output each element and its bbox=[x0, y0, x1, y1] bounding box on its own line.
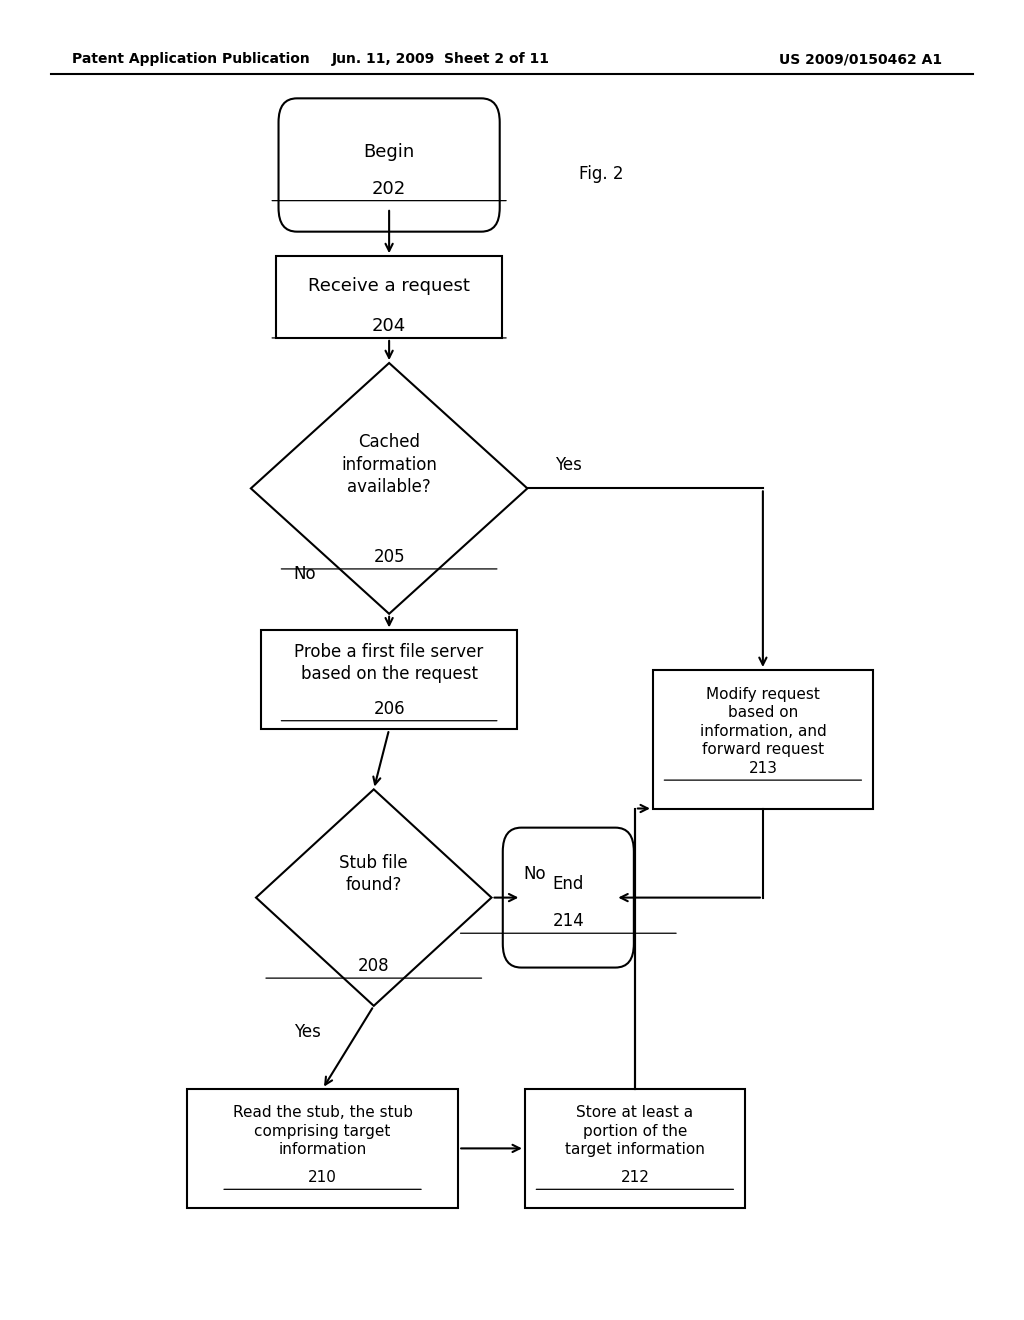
Bar bbox=[524, 1089, 744, 1208]
FancyBboxPatch shape bbox=[503, 828, 634, 968]
Text: 205: 205 bbox=[374, 548, 404, 566]
Text: 202: 202 bbox=[372, 180, 407, 198]
Text: 204: 204 bbox=[372, 317, 407, 335]
Text: 212: 212 bbox=[621, 1170, 649, 1185]
Text: 206: 206 bbox=[374, 700, 404, 718]
Bar bbox=[276, 256, 502, 338]
FancyBboxPatch shape bbox=[279, 98, 500, 232]
Text: Jun. 11, 2009  Sheet 2 of 11: Jun. 11, 2009 Sheet 2 of 11 bbox=[332, 53, 549, 66]
Text: Stub file
found?: Stub file found? bbox=[339, 854, 409, 894]
Text: End: End bbox=[553, 875, 584, 894]
Text: Read the stub, the stub
comprising target
information: Read the stub, the stub comprising targe… bbox=[232, 1105, 413, 1158]
Text: Yes: Yes bbox=[294, 1023, 321, 1041]
Text: Fig. 2: Fig. 2 bbox=[579, 165, 623, 183]
Text: No: No bbox=[294, 565, 316, 583]
Text: Begin: Begin bbox=[364, 143, 415, 161]
Bar bbox=[653, 671, 872, 808]
Text: Receive a request: Receive a request bbox=[308, 277, 470, 296]
Text: Cached
information
available?: Cached information available? bbox=[341, 433, 437, 496]
Text: Probe a first file server
based on the request: Probe a first file server based on the r… bbox=[295, 643, 483, 682]
Text: No: No bbox=[523, 865, 546, 883]
Text: Patent Application Publication: Patent Application Publication bbox=[72, 53, 309, 66]
Text: US 2009/0150462 A1: US 2009/0150462 A1 bbox=[778, 53, 942, 66]
Text: 214: 214 bbox=[552, 912, 585, 931]
Text: Store at least a
portion of the
target information: Store at least a portion of the target i… bbox=[565, 1105, 705, 1158]
Text: 213: 213 bbox=[749, 760, 777, 776]
Polygon shape bbox=[256, 789, 492, 1006]
Text: Yes: Yes bbox=[555, 455, 582, 474]
Text: Modify request
based on
information, and
forward request: Modify request based on information, and… bbox=[699, 686, 826, 758]
Polygon shape bbox=[251, 363, 527, 614]
Text: 210: 210 bbox=[308, 1170, 337, 1185]
Text: 208: 208 bbox=[358, 957, 389, 975]
Bar bbox=[186, 1089, 459, 1208]
Bar bbox=[261, 630, 517, 729]
